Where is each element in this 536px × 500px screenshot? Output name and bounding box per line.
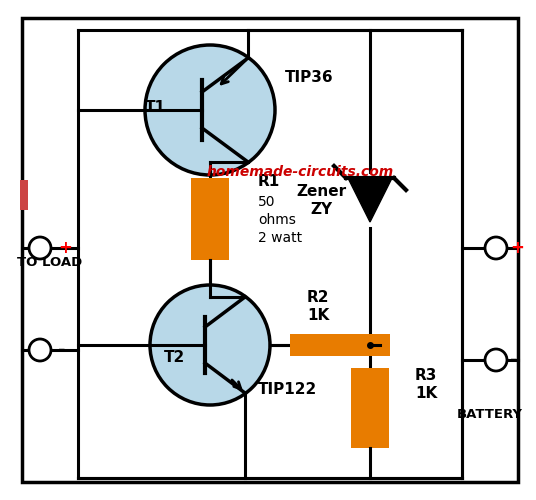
Text: ZY: ZY — [310, 202, 332, 218]
Circle shape — [145, 45, 275, 175]
Text: T1: T1 — [145, 100, 166, 116]
Text: +: + — [510, 239, 524, 257]
Text: BATTERY: BATTERY — [457, 408, 523, 422]
Bar — [191, 178, 229, 260]
Text: -: - — [510, 351, 517, 369]
Text: homemade-circuits.com: homemade-circuits.com — [206, 165, 393, 179]
Circle shape — [29, 237, 51, 259]
Text: -: - — [58, 341, 65, 359]
Text: 1K: 1K — [307, 308, 329, 324]
Circle shape — [485, 349, 507, 371]
Bar — [290, 334, 380, 356]
Text: 50: 50 — [258, 195, 276, 209]
Bar — [290, 334, 390, 356]
Circle shape — [485, 237, 507, 259]
Bar — [20, 180, 28, 210]
Text: R3: R3 — [415, 368, 437, 382]
Text: +: + — [58, 239, 72, 257]
Text: TIP122: TIP122 — [258, 382, 317, 398]
Text: T2: T2 — [165, 350, 185, 366]
Text: 2 watt: 2 watt — [258, 231, 302, 245]
Polygon shape — [348, 178, 392, 222]
Text: ohms: ohms — [258, 213, 296, 227]
Text: R2: R2 — [307, 290, 329, 306]
Text: Zener: Zener — [296, 184, 346, 200]
Text: R1: R1 — [258, 174, 280, 190]
Text: TO LOAD: TO LOAD — [17, 256, 83, 268]
Bar — [351, 368, 389, 448]
Circle shape — [150, 285, 270, 405]
Circle shape — [29, 339, 51, 361]
Text: TIP36: TIP36 — [285, 70, 333, 86]
Text: 1K: 1K — [415, 386, 437, 400]
